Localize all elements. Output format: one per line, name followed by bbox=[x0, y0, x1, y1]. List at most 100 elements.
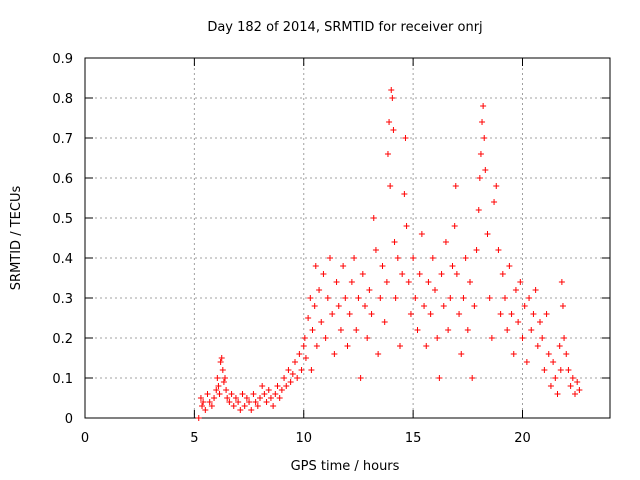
data-point bbox=[320, 271, 327, 277]
data-point bbox=[576, 387, 583, 393]
data-point bbox=[298, 367, 305, 373]
data-point bbox=[195, 415, 202, 421]
data-point bbox=[447, 295, 454, 301]
data-point bbox=[217, 359, 224, 365]
data-point bbox=[517, 279, 524, 285]
data-point bbox=[386, 119, 393, 125]
data-point bbox=[267, 395, 274, 401]
x-tick-label: 15 bbox=[405, 431, 422, 446]
data-point bbox=[504, 327, 511, 333]
data-point bbox=[355, 295, 362, 301]
data-point bbox=[239, 391, 246, 397]
data-point bbox=[543, 311, 550, 317]
chart-title: Day 182 of 2014, SRMTID for receiver onr… bbox=[207, 20, 482, 35]
data-point bbox=[469, 375, 476, 381]
data-point bbox=[434, 335, 441, 341]
data-point bbox=[387, 183, 394, 189]
data-point bbox=[479, 119, 486, 125]
data-point bbox=[370, 215, 377, 221]
data-point bbox=[552, 375, 559, 381]
data-point bbox=[558, 279, 565, 285]
data-point bbox=[559, 303, 566, 309]
data-point bbox=[383, 279, 390, 285]
data-point bbox=[539, 335, 546, 341]
data-point bbox=[301, 335, 308, 341]
data-point bbox=[572, 391, 578, 397]
data-point bbox=[305, 315, 312, 321]
x-tick-label: 5 bbox=[190, 431, 198, 446]
data-point bbox=[519, 335, 526, 341]
data-point bbox=[230, 403, 237, 409]
data-point bbox=[486, 295, 493, 301]
data-point bbox=[200, 399, 207, 405]
data-point bbox=[213, 387, 220, 393]
data-point bbox=[526, 295, 533, 301]
data-point bbox=[344, 343, 351, 349]
data-point bbox=[391, 239, 398, 245]
data-point bbox=[394, 255, 401, 261]
data-point bbox=[565, 367, 572, 373]
data-point bbox=[554, 391, 561, 397]
data-point bbox=[309, 327, 316, 333]
data-point bbox=[218, 355, 225, 361]
data-point bbox=[473, 247, 480, 253]
data-point bbox=[442, 239, 449, 245]
data-point bbox=[289, 371, 296, 377]
data-point bbox=[197, 395, 204, 401]
data-point bbox=[421, 303, 428, 309]
axis-ticks: 0 0.1 0.2 0.3 0.4 0.5 0.6 0.7 0.8 0.9 0 5 10 15 20 bbox=[52, 52, 610, 446]
data-point bbox=[250, 391, 257, 397]
data-point bbox=[534, 343, 541, 349]
data-point bbox=[307, 295, 314, 301]
data-point bbox=[263, 399, 270, 405]
data-point bbox=[449, 263, 456, 269]
data-point bbox=[561, 335, 568, 341]
y-tick-label: 0.3 bbox=[52, 292, 73, 307]
data-point bbox=[491, 199, 498, 205]
data-point bbox=[215, 383, 222, 389]
data-point bbox=[423, 343, 430, 349]
data-point bbox=[506, 263, 513, 269]
data-point bbox=[199, 403, 206, 409]
data-point bbox=[327, 255, 333, 261]
data-point bbox=[405, 279, 412, 285]
data-point bbox=[364, 335, 371, 341]
data-point bbox=[223, 387, 230, 393]
y-tick-label: 0 bbox=[65, 412, 73, 427]
data-point bbox=[401, 191, 408, 197]
data-point bbox=[523, 359, 530, 365]
data-point bbox=[216, 391, 223, 397]
x-tick-label: 10 bbox=[295, 431, 312, 446]
data-point bbox=[515, 319, 522, 325]
data-point bbox=[261, 391, 268, 397]
data-point bbox=[484, 231, 491, 237]
data-point bbox=[283, 383, 290, 389]
data-point bbox=[458, 351, 465, 357]
data-point bbox=[476, 175, 483, 181]
data-point bbox=[390, 127, 397, 133]
data-point bbox=[462, 255, 469, 261]
plot-frame bbox=[84, 57, 611, 419]
data-point bbox=[342, 295, 349, 301]
data-point bbox=[467, 279, 473, 285]
data-point bbox=[451, 223, 458, 229]
data-point bbox=[557, 367, 564, 373]
data-point bbox=[278, 387, 285, 393]
data-point bbox=[368, 311, 375, 317]
data-point bbox=[259, 383, 266, 389]
data-point bbox=[541, 367, 548, 373]
data-point bbox=[318, 319, 325, 325]
data-point bbox=[480, 103, 487, 109]
data-point bbox=[312, 263, 319, 269]
data-point bbox=[296, 351, 303, 357]
data-point bbox=[211, 395, 218, 401]
data-point bbox=[214, 375, 221, 381]
data-point bbox=[311, 303, 318, 309]
data-point bbox=[532, 287, 539, 293]
data-point bbox=[429, 255, 436, 261]
data-point bbox=[313, 343, 320, 349]
data-point bbox=[300, 343, 307, 349]
data-point bbox=[377, 295, 384, 301]
data-point bbox=[329, 311, 336, 317]
data-point bbox=[257, 395, 263, 401]
